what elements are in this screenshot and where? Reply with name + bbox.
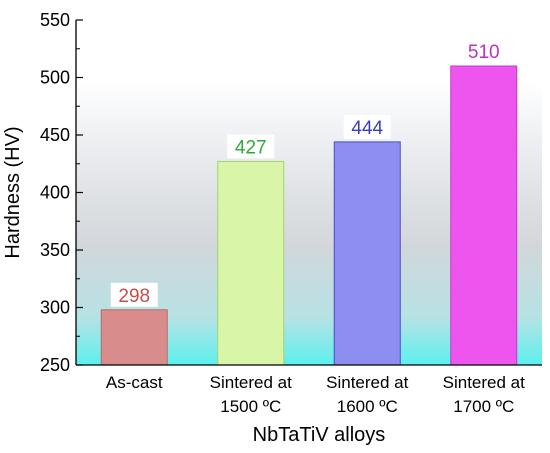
x-tick-label-3-1: 1700 ºC bbox=[453, 397, 514, 416]
data-label-3: 510 bbox=[468, 42, 500, 63]
data-label-box-2 bbox=[343, 114, 391, 139]
y-tick-label-5: 500 bbox=[40, 68, 70, 88]
bar-2 bbox=[333, 141, 401, 366]
y-tick-label-4: 450 bbox=[40, 125, 70, 145]
y-tick-label-1: 300 bbox=[40, 298, 70, 318]
y-tick-label-2: 350 bbox=[40, 240, 70, 260]
y-tick-label-6: 550 bbox=[40, 10, 70, 30]
x-tick-label-0-0: As-cast bbox=[106, 373, 163, 392]
axes-layer: As-cast Sintered at 1500 ºC Sintered at 1600… bbox=[40, 10, 542, 416]
data-label-box-0 bbox=[110, 282, 158, 307]
data-labels-layer: 298 427 444 510 bbox=[110, 39, 508, 307]
bar-1 bbox=[217, 160, 285, 366]
data-label-2: 444 bbox=[351, 118, 383, 139]
x-tick-label-1-1: 1500 ºC bbox=[220, 397, 281, 416]
bar-3 bbox=[450, 65, 518, 366]
bars-layer bbox=[100, 65, 518, 366]
y-tick-label-3: 400 bbox=[40, 183, 70, 203]
data-label-0: 298 bbox=[118, 286, 150, 307]
x-tick-label-3-0: Sintered at bbox=[443, 373, 525, 392]
data-label-1: 427 bbox=[235, 137, 267, 158]
x-axis-title: NbTaTiV alloys bbox=[253, 424, 386, 446]
data-label-box-3 bbox=[460, 39, 508, 63]
x-tick-label-2-1: 1600 ºC bbox=[337, 397, 398, 416]
x-tick-label-1-0: Sintered at bbox=[210, 373, 292, 392]
y-tick-label-0: 250 bbox=[40, 355, 70, 375]
bar-0 bbox=[100, 309, 168, 366]
data-label-box-1 bbox=[227, 134, 275, 159]
x-tick-label-2-0: Sintered at bbox=[326, 373, 408, 392]
y-axis-title: Hardness (HV) bbox=[2, 126, 24, 258]
